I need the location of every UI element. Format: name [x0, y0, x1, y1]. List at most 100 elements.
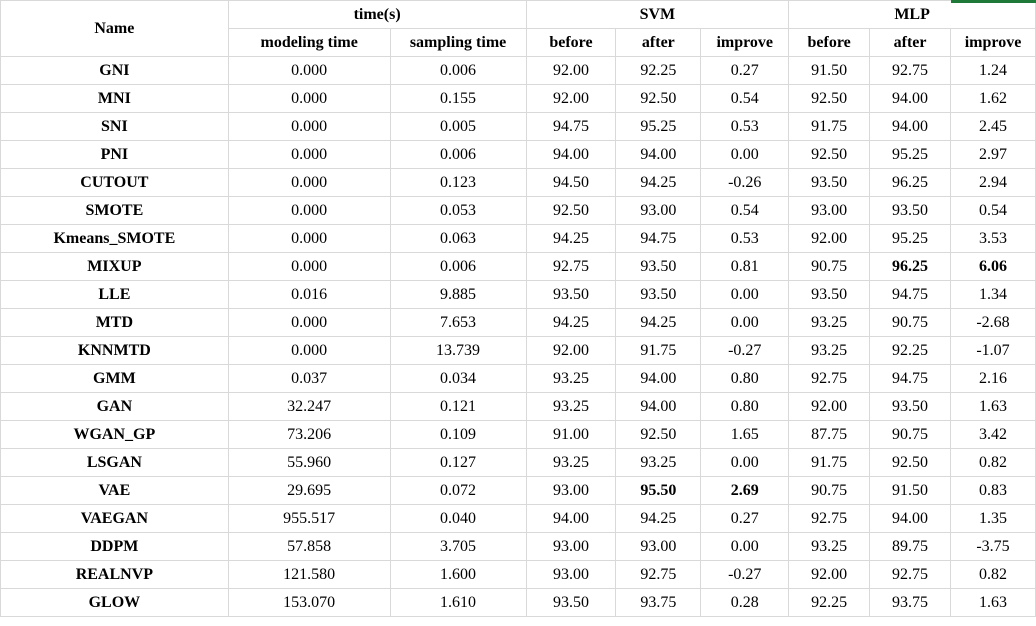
cell-mlp-before[interactable]: 87.75 [788, 420, 871, 449]
cell-mlp-after[interactable]: 89.75 [869, 532, 951, 561]
cell-mlp-before[interactable]: 92.50 [788, 84, 871, 113]
cell-mlp-improve[interactable]: 3.53 [950, 224, 1036, 253]
cell-mlp-before[interactable]: 90.75 [788, 252, 871, 281]
cell-mlp-after[interactable]: 92.75 [869, 56, 951, 85]
header-mlp-group[interactable]: MLP [788, 0, 1036, 29]
cell-mlp-improve[interactable]: 1.63 [950, 392, 1036, 421]
cell-svm-before[interactable]: 92.00 [525, 56, 617, 85]
cell-sampling-time[interactable]: 0.006 [389, 252, 527, 281]
cell-mlp-before[interactable]: 92.75 [788, 504, 871, 533]
cell-svm-after[interactable]: 93.75 [615, 588, 702, 617]
cell-svm-before[interactable]: 94.00 [525, 140, 617, 169]
cell-svm-before[interactable]: 93.25 [525, 448, 617, 477]
cell-svm-before[interactable]: 93.25 [525, 392, 617, 421]
cell-mlp-improve[interactable]: 1.62 [950, 84, 1036, 113]
cell-mlp-after[interactable]: 94.75 [869, 364, 951, 393]
cell-svm-improve[interactable]: -0.27 [700, 336, 790, 365]
cell-name[interactable]: GLOW [0, 588, 229, 617]
header-svm-group[interactable]: SVM [525, 0, 790, 29]
cell-sampling-time[interactable]: 9.885 [389, 280, 527, 309]
cell-modeling-time[interactable]: 0.000 [227, 252, 391, 281]
cell-sampling-time[interactable]: 0.072 [389, 476, 527, 505]
cell-name[interactable]: MNI [0, 84, 229, 113]
header-mlp-improve[interactable]: improve [950, 28, 1036, 57]
cell-mlp-improve[interactable]: 2.45 [950, 112, 1036, 141]
cell-mlp-before[interactable]: 91.75 [788, 112, 871, 141]
cell-modeling-time[interactable]: 29.695 [227, 476, 391, 505]
cell-sampling-time[interactable]: 0.063 [389, 224, 527, 253]
cell-svm-improve[interactable]: 0.28 [700, 588, 790, 617]
cell-svm-improve[interactable]: 2.69 [700, 476, 790, 505]
cell-sampling-time[interactable]: 0.127 [389, 448, 527, 477]
cell-svm-before[interactable]: 92.00 [525, 336, 617, 365]
cell-svm-improve[interactable]: 0.00 [700, 308, 790, 337]
cell-svm-before[interactable]: 93.00 [525, 560, 617, 589]
cell-name[interactable]: REALNVP [0, 560, 229, 589]
cell-sampling-time[interactable]: 0.123 [389, 168, 527, 197]
cell-mlp-before[interactable]: 90.75 [788, 476, 871, 505]
cell-modeling-time[interactable]: 0.037 [227, 364, 391, 393]
header-svm-before[interactable]: before [525, 28, 617, 57]
cell-svm-after[interactable]: 93.50 [615, 280, 702, 309]
cell-svm-after[interactable]: 92.50 [615, 84, 702, 113]
cell-sampling-time[interactable]: 0.034 [389, 364, 527, 393]
cell-mlp-improve[interactable]: 1.35 [950, 504, 1036, 533]
cell-svm-before[interactable]: 94.50 [525, 168, 617, 197]
cell-mlp-improve[interactable]: 2.16 [950, 364, 1036, 393]
cell-modeling-time[interactable]: 0.000 [227, 140, 391, 169]
cell-mlp-before[interactable]: 93.50 [788, 168, 871, 197]
cell-mlp-improve[interactable]: 2.97 [950, 140, 1036, 169]
cell-mlp-after[interactable]: 96.25 [869, 168, 951, 197]
header-time-group[interactable]: time(s) [227, 0, 527, 29]
cell-mlp-before[interactable]: 91.75 [788, 448, 871, 477]
cell-modeling-time[interactable]: 0.016 [227, 280, 391, 309]
cell-sampling-time[interactable]: 0.040 [389, 504, 527, 533]
header-mlp-after[interactable]: after [869, 28, 951, 57]
cell-mlp-after[interactable]: 90.75 [869, 420, 951, 449]
cell-name[interactable]: MTD [0, 308, 229, 337]
header-name[interactable]: Name [0, 0, 229, 57]
cell-modeling-time[interactable]: 0.000 [227, 308, 391, 337]
cell-name[interactable]: KNNMTD [0, 336, 229, 365]
cell-svm-before[interactable]: 91.00 [525, 420, 617, 449]
cell-svm-before[interactable]: 93.00 [525, 476, 617, 505]
cell-svm-before[interactable]: 94.75 [525, 112, 617, 141]
cell-svm-after[interactable]: 95.25 [615, 112, 702, 141]
cell-sampling-time[interactable]: 3.705 [389, 532, 527, 561]
cell-svm-after[interactable]: 92.75 [615, 560, 702, 589]
cell-mlp-improve[interactable]: 1.63 [950, 588, 1036, 617]
cell-svm-improve[interactable]: 1.65 [700, 420, 790, 449]
cell-svm-improve[interactable]: 0.00 [700, 280, 790, 309]
cell-mlp-improve[interactable]: 0.83 [950, 476, 1036, 505]
cell-mlp-improve[interactable]: 6.06 [950, 252, 1036, 281]
cell-mlp-before[interactable]: 92.25 [788, 588, 871, 617]
cell-svm-after[interactable]: 94.25 [615, 168, 702, 197]
header-sampling-time[interactable]: sampling time [389, 28, 527, 57]
cell-name[interactable]: VAE [0, 476, 229, 505]
cell-svm-improve[interactable]: 0.27 [700, 56, 790, 85]
cell-sampling-time[interactable]: 1.600 [389, 560, 527, 589]
cell-mlp-after[interactable]: 96.25 [869, 252, 951, 281]
cell-mlp-after[interactable]: 90.75 [869, 308, 951, 337]
cell-mlp-before[interactable]: 93.25 [788, 336, 871, 365]
cell-name[interactable]: VAEGAN [0, 504, 229, 533]
cell-svm-before[interactable]: 93.50 [525, 280, 617, 309]
cell-name[interactable]: Kmeans_SMOTE [0, 224, 229, 253]
cell-mlp-improve[interactable]: 0.82 [950, 448, 1036, 477]
cell-modeling-time[interactable]: 955.517 [227, 504, 391, 533]
cell-mlp-improve[interactable]: 0.54 [950, 196, 1036, 225]
cell-sampling-time[interactable]: 0.005 [389, 112, 527, 141]
cell-svm-improve[interactable]: 0.54 [700, 84, 790, 113]
cell-modeling-time[interactable]: 0.000 [227, 112, 391, 141]
cell-modeling-time[interactable]: 0.000 [227, 56, 391, 85]
cell-mlp-after[interactable]: 94.75 [869, 280, 951, 309]
cell-mlp-after[interactable]: 95.25 [869, 224, 951, 253]
cell-svm-improve[interactable]: 0.80 [700, 364, 790, 393]
cell-name[interactable]: GAN [0, 392, 229, 421]
cell-mlp-after[interactable]: 93.75 [869, 588, 951, 617]
cell-modeling-time[interactable]: 55.960 [227, 448, 391, 477]
cell-modeling-time[interactable]: 0.000 [227, 168, 391, 197]
cell-svm-after[interactable]: 92.50 [615, 420, 702, 449]
cell-svm-improve[interactable]: 0.00 [700, 140, 790, 169]
cell-mlp-improve[interactable]: -2.68 [950, 308, 1036, 337]
